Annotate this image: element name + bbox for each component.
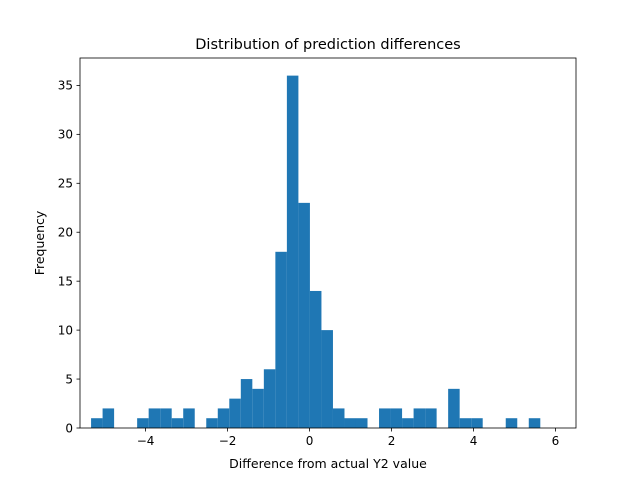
histogram-bar [355, 418, 368, 428]
y-tick-label: 25 [58, 177, 73, 191]
y-tick-label: 5 [65, 372, 73, 386]
y-tick-label: 0 [65, 421, 73, 435]
histogram-bar [390, 408, 403, 428]
histogram-bar [102, 408, 115, 428]
histogram-bar [148, 408, 161, 428]
histogram-bar [137, 418, 149, 428]
histogram-bar [263, 369, 276, 428]
histogram-bar [91, 418, 103, 428]
histogram-bar [309, 290, 322, 428]
histogram-bar [240, 379, 253, 428]
y-tick-label: 15 [58, 274, 73, 288]
y-tick-label: 10 [58, 323, 73, 337]
histogram-bar [528, 418, 541, 428]
y-tick-label: 20 [58, 226, 73, 240]
x-tick-label: 4 [470, 434, 478, 448]
y-tick-label: 35 [58, 79, 73, 93]
y-tick-label: 30 [58, 128, 73, 142]
bars-group [91, 75, 541, 428]
x-tick-label: 6 [552, 434, 560, 448]
histogram-bar [171, 418, 184, 428]
histogram-bar [217, 408, 230, 428]
histogram-bar [321, 330, 333, 428]
x-tick-label: −2 [219, 434, 237, 448]
histogram-bar [229, 398, 241, 428]
histogram-bar [183, 408, 195, 428]
histogram-bar [413, 408, 426, 428]
x-axis-ticks: −4 −2 0 2 4 6 [137, 428, 560, 448]
plot-frame [79, 57, 577, 429]
histogram-bar [275, 251, 287, 428]
histogram-bar [425, 408, 437, 428]
x-tick-label: 0 [306, 434, 314, 448]
chart-title: Distribution of prediction differences [195, 37, 461, 53]
x-axis-label: Difference from actual Y2 value [229, 456, 427, 471]
histogram-bar [344, 418, 356, 428]
histogram-bar [298, 202, 310, 428]
histogram-bar [459, 418, 472, 428]
histogram-bar [448, 388, 460, 428]
histogram-bar [379, 408, 391, 428]
histogram-bar [206, 418, 218, 428]
histogram-bar [332, 408, 345, 428]
histogram-bar [160, 408, 172, 428]
y-axis-ticks: 0 5 10 15 20 25 30 35 [58, 79, 80, 435]
y-axis-label: Frequency [32, 210, 47, 275]
histogram-bar [402, 418, 414, 428]
histogram-bar [286, 75, 299, 428]
x-tick-label: 2 [388, 434, 396, 448]
x-tick-label: −4 [137, 434, 155, 448]
histogram-bar [505, 418, 518, 428]
histogram-bar [471, 418, 483, 428]
histogram-bar [252, 388, 264, 428]
